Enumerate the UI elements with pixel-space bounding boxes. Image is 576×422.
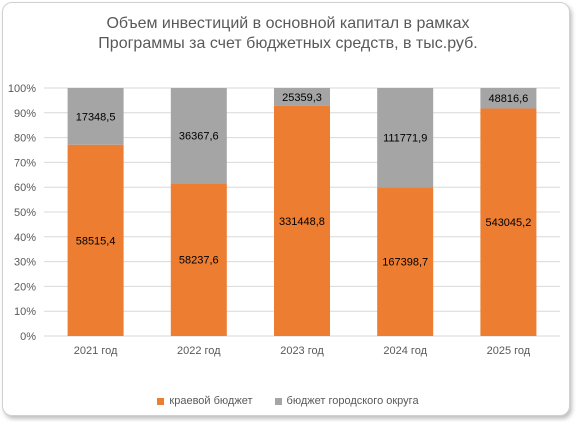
bar-segment bbox=[67, 144, 124, 336]
bar-segment bbox=[274, 88, 330, 106]
data-label: 111771,9 bbox=[383, 133, 427, 145]
data-label: 543045,2 bbox=[485, 217, 531, 229]
y-tick-label: 70% bbox=[14, 157, 36, 169]
bar-segment bbox=[170, 88, 227, 184]
data-label: 48816,6 bbox=[489, 93, 529, 105]
y-tick-label: 100% bbox=[8, 83, 36, 95]
x-tick-label: 2021 год bbox=[74, 345, 118, 357]
x-tick-label: 2022 год bbox=[177, 345, 221, 357]
legend-item-city: бюджет городского округа bbox=[274, 395, 419, 407]
bar-segment bbox=[377, 88, 434, 188]
y-tick-label: 60% bbox=[14, 182, 36, 194]
y-tick-label: 20% bbox=[14, 281, 36, 293]
legend-swatch-regional bbox=[157, 397, 165, 405]
x-tick-label: 2023 год bbox=[280, 345, 324, 357]
y-tick-label: 10% bbox=[14, 306, 36, 318]
data-label: 17348,5 bbox=[76, 111, 116, 123]
y-tick-label: 0% bbox=[20, 331, 36, 343]
legend-item-regional: краевой бюджет bbox=[157, 395, 253, 407]
legend: краевой бюджет бюджет городского округа bbox=[0, 395, 576, 407]
legend-swatch-city bbox=[274, 397, 282, 405]
legend-label-regional: краевой бюджет bbox=[169, 395, 253, 407]
bar-segment bbox=[67, 88, 124, 145]
y-tick-label: 50% bbox=[14, 207, 36, 219]
y-tick-label: 80% bbox=[14, 133, 36, 145]
y-tick-label: 30% bbox=[14, 257, 36, 269]
data-label: 36367,6 bbox=[179, 131, 219, 143]
x-tick-label: 2025 год bbox=[487, 345, 531, 357]
legend-label-city: бюджет городского округа bbox=[286, 395, 419, 407]
bar-segment bbox=[377, 187, 434, 336]
data-label: 167398,7 bbox=[382, 257, 428, 269]
bar-segment bbox=[480, 88, 537, 109]
x-tick-label: 2024 год bbox=[383, 345, 427, 357]
chart-title: Объем инвестиций в основной капитал в ра… bbox=[0, 14, 576, 54]
chart-title-line-1: Объем инвестиций в основной капитал в ра… bbox=[106, 15, 470, 32]
bar-segment bbox=[480, 108, 537, 336]
data-label: 25359,3 bbox=[282, 92, 322, 104]
y-tick-label: 90% bbox=[14, 108, 36, 120]
bar-segment bbox=[274, 105, 330, 336]
data-label: 58237,6 bbox=[179, 255, 219, 267]
bar-segment bbox=[170, 183, 227, 336]
y-tick-label: 40% bbox=[14, 232, 36, 244]
chart-title-line-2: Программы за счет бюджетных средств, в т… bbox=[98, 35, 478, 52]
data-label: 331448,8 bbox=[279, 216, 325, 228]
data-label: 58515,4 bbox=[76, 235, 116, 247]
